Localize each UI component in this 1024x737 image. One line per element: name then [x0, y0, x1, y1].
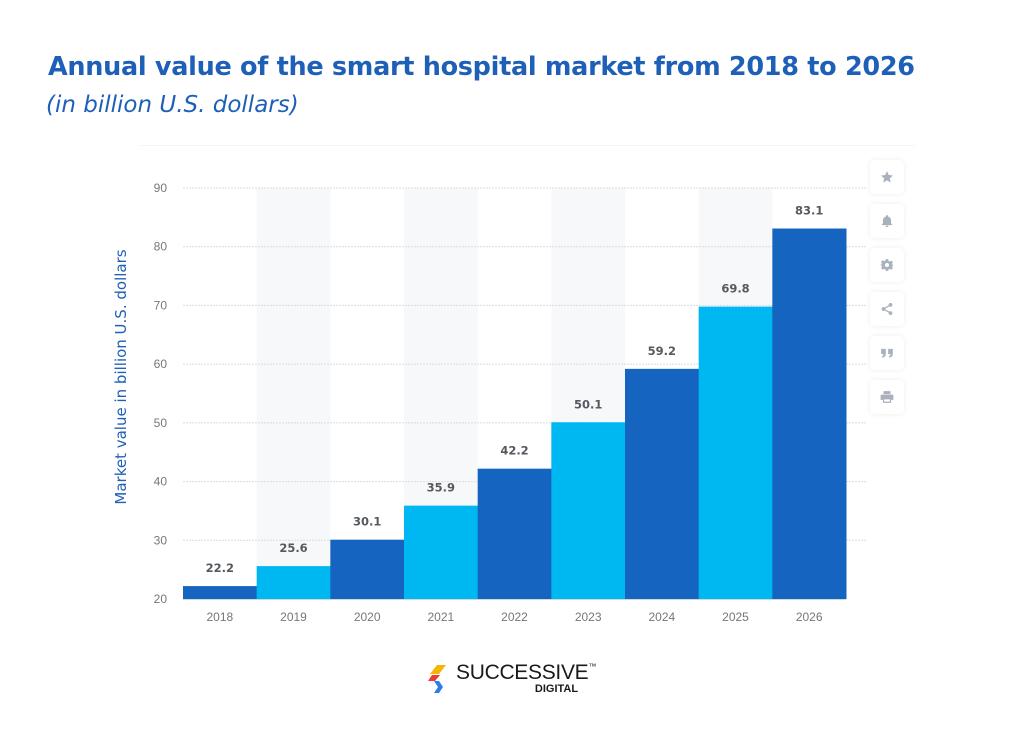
brand-logo: SUCCESSIVE™ DIGITAL: [428, 662, 596, 695]
chart-toolbar: [870, 160, 904, 414]
share-button[interactable]: [870, 292, 904, 326]
value-label: 69.8: [721, 282, 749, 296]
settings-button[interactable]: [870, 248, 904, 282]
x-tick-label: 2021: [427, 610, 454, 624]
brand-trademark: ™: [588, 662, 597, 671]
print-button[interactable]: [870, 380, 904, 414]
y-tick-label: 30: [154, 533, 168, 547]
star-icon: [881, 171, 893, 183]
value-label: 50.1: [574, 397, 602, 411]
bar-2024[interactable]: [625, 368, 700, 599]
x-tick-label: 2019: [280, 610, 307, 624]
value-label: 35.9: [427, 481, 455, 495]
bar-2019[interactable]: [256, 566, 331, 599]
share-icon: [881, 303, 893, 315]
x-tick-label: 2026: [796, 610, 823, 624]
printer-icon: [880, 391, 894, 403]
bars: [183, 228, 847, 599]
x-tick-label: 2023: [575, 610, 602, 624]
y-tick-label: 90: [154, 181, 168, 195]
favorite-button[interactable]: [870, 160, 904, 194]
y-tick-label: 60: [154, 357, 168, 371]
bar-2021[interactable]: [404, 505, 479, 599]
bar-2023[interactable]: [551, 422, 626, 599]
y-tick-label: 80: [154, 240, 168, 254]
x-tick-label: 2022: [501, 610, 528, 624]
x-axis-ticks: 2018 2019 2020 2021 2022 2023 2024 2025 2026: [183, 599, 846, 624]
value-labels: 22.2 25.6 30.1 35.9 42.2 50.1 59.2 69.8 83.1: [206, 204, 824, 576]
page-title: Annual value of the smart hospital marke…: [48, 52, 915, 82]
bell-icon: [881, 215, 893, 228]
quote-icon: [881, 348, 893, 358]
value-label: 30.1: [353, 515, 381, 529]
background-band: [256, 188, 331, 599]
page-subtitle: (in billion U.S. dollars): [46, 92, 299, 118]
y-axis-label: Market value in billion U.S. dollars: [112, 249, 130, 505]
x-tick-label: 2018: [206, 610, 233, 624]
bar-2025[interactable]: [698, 306, 773, 599]
bar-2026[interactable]: [772, 228, 847, 599]
gear-icon: [880, 259, 894, 271]
value-label: 42.2: [500, 444, 528, 458]
x-tick-label: 2024: [648, 610, 675, 624]
brand-sub: DIGITAL: [534, 683, 579, 695]
cite-button[interactable]: [870, 336, 904, 370]
value-label: 25.6: [279, 541, 307, 555]
value-label: 59.2: [648, 344, 676, 358]
brand-name: SUCCESSIVE: [456, 661, 589, 684]
brand-mark-icon: [428, 664, 446, 693]
value-label: 83.1: [795, 204, 823, 218]
bar-2018[interactable]: [183, 586, 258, 599]
notification-button[interactable]: [870, 204, 904, 238]
y-tick-label: 40: [154, 475, 168, 489]
bar-2020[interactable]: [330, 539, 405, 599]
value-label: 22.2: [206, 561, 234, 575]
x-tick-label: 2025: [722, 610, 749, 624]
bar-2022[interactable]: [477, 468, 552, 599]
y-tick-label: 20: [154, 592, 168, 606]
y-tick-label: 50: [154, 416, 168, 430]
y-axis-ticks: 20 30 40 50 60 70 80 90: [154, 181, 168, 606]
x-tick-label: 2020: [354, 610, 381, 624]
y-tick-label: 70: [154, 298, 168, 312]
